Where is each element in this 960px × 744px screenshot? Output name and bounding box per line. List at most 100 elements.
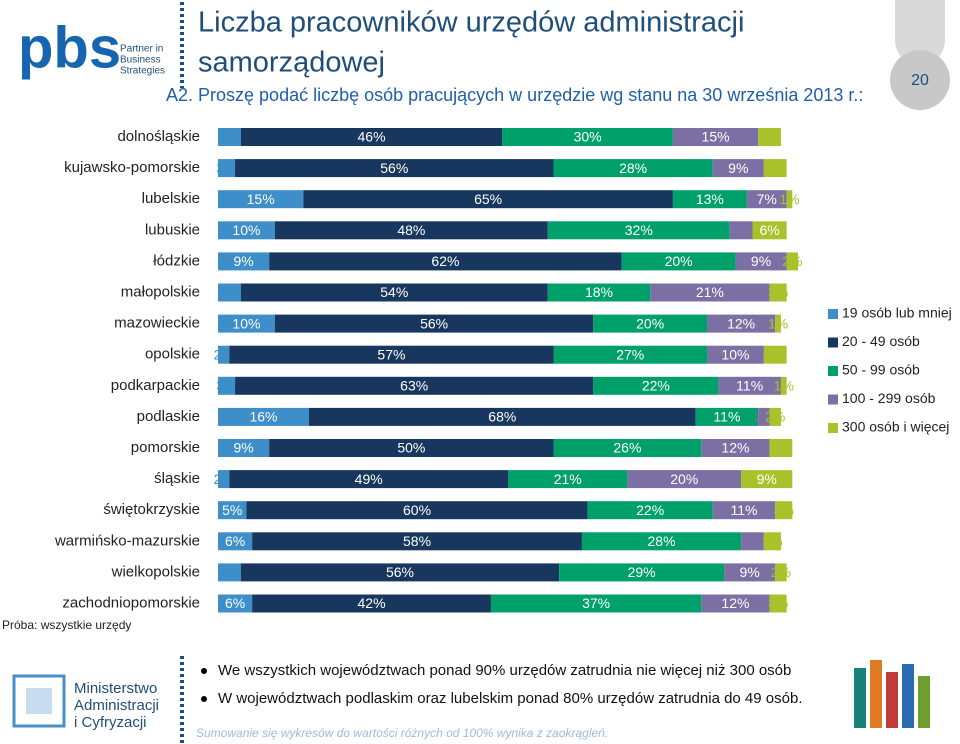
category-label: lubelskie [142, 190, 200, 207]
page-tab [895, 0, 945, 65]
value-label: 21% [696, 284, 724, 300]
category-label: mazowieckie [114, 315, 200, 332]
value-label: 4% [765, 160, 785, 176]
bar-segment [218, 128, 241, 146]
bullet-dot [201, 668, 207, 674]
bar-segment [712, 501, 776, 520]
value-label: 29% [628, 564, 656, 580]
legend-swatch [828, 337, 838, 348]
title: Liczba pracowników urzędów administracji [198, 7, 744, 39]
bar-segment [775, 563, 787, 582]
value-label: 12% [721, 595, 749, 611]
category-label: podkarpackie [111, 377, 200, 394]
bar-segment [274, 314, 594, 333]
decor-icon [854, 660, 930, 728]
bar-segment [741, 470, 793, 489]
legend-label: 300 osób i więcej [842, 419, 949, 435]
bar-segment [508, 470, 628, 489]
value-label: 3% [774, 502, 794, 518]
logo-tagline: Business [120, 55, 161, 66]
bar-segment [229, 470, 508, 489]
bar-segment [269, 439, 554, 457]
bar-segment [581, 532, 742, 551]
bar-segment [553, 159, 713, 178]
bar-segment [218, 470, 230, 489]
bar-segment [547, 283, 651, 302]
value-label: 32% [625, 222, 653, 238]
bar-segment [701, 594, 770, 613]
bar-segment [735, 252, 787, 271]
bar-segment [763, 159, 787, 178]
decor [886, 672, 898, 728]
bar-segment [274, 221, 548, 240]
category-label: dolnośląskie [117, 128, 200, 145]
bullet-dot [201, 696, 207, 702]
value-label: 10% [721, 346, 749, 362]
value-label: 20% [670, 471, 698, 487]
value-label: 2% [771, 564, 791, 580]
value-label: 9% [728, 160, 748, 176]
value-label: 22% [642, 378, 670, 394]
value-label: 2% [214, 346, 234, 362]
decor [870, 660, 882, 728]
bar-segment [218, 376, 236, 395]
bar-segment [775, 314, 781, 333]
value-label: 9% [740, 564, 760, 580]
bar-segment [547, 221, 730, 240]
value-label: 11% [713, 409, 740, 425]
bar-segment [593, 314, 708, 333]
bar-segment [269, 252, 622, 271]
bar-segment [218, 314, 275, 333]
bullet: We wszystkich województwach ponad 90% ur… [218, 662, 791, 679]
value-label: 26% [613, 440, 641, 456]
value-label: 28% [619, 160, 647, 176]
bar-segment [769, 407, 781, 426]
value-label: 10% [232, 315, 260, 331]
bar-segment [718, 376, 781, 395]
value-label: 46% [358, 129, 386, 145]
bar-segment [775, 501, 793, 520]
bar-segment [769, 594, 787, 613]
bar-segment [672, 128, 759, 146]
value-label: 16% [249, 409, 277, 425]
value-label: 54% [380, 284, 408, 300]
value-label: 63% [400, 378, 428, 394]
category-label: podlaskie [137, 408, 200, 425]
ministry-name: i Cyfryzacji [74, 714, 147, 731]
bar-segment [235, 159, 554, 178]
bar-segment [729, 221, 753, 240]
value-label: 3% [216, 160, 236, 176]
value-label: 65% [474, 191, 502, 207]
value-label: 4% [765, 346, 785, 362]
bar-segment [218, 407, 309, 426]
legend-label: 50 - 99 osób [842, 362, 920, 378]
bar-segment [252, 594, 491, 613]
value-label: 2% [782, 253, 802, 269]
bar-segment [786, 190, 793, 209]
bar-segment [218, 532, 253, 551]
value-label: 56% [420, 315, 448, 331]
value-label: 9% [233, 440, 253, 456]
bar-segment [303, 190, 673, 209]
value-label: 9% [757, 471, 777, 487]
value-label: 21% [554, 471, 582, 487]
value-label: 3% [762, 533, 782, 549]
value-label: 2% [754, 409, 774, 425]
legend-swatch [828, 423, 838, 433]
bar-segment [218, 221, 275, 240]
bar-segment [308, 407, 696, 426]
category-label: pomorskie [131, 439, 200, 456]
value-label: 10% [232, 222, 260, 238]
bar-segment [593, 376, 719, 395]
bar-segment [769, 283, 787, 302]
bar-segment [780, 376, 787, 395]
bar-segment [763, 532, 781, 551]
value-label: 9% [233, 253, 253, 269]
category-label: lubuskie [145, 221, 200, 238]
category-label: wielkopolskie [111, 563, 200, 580]
decor [902, 664, 914, 728]
value-label: 57% [377, 346, 405, 362]
title: samorządowej [198, 47, 385, 79]
bar-segment [707, 345, 764, 364]
bar-segment [490, 594, 702, 613]
